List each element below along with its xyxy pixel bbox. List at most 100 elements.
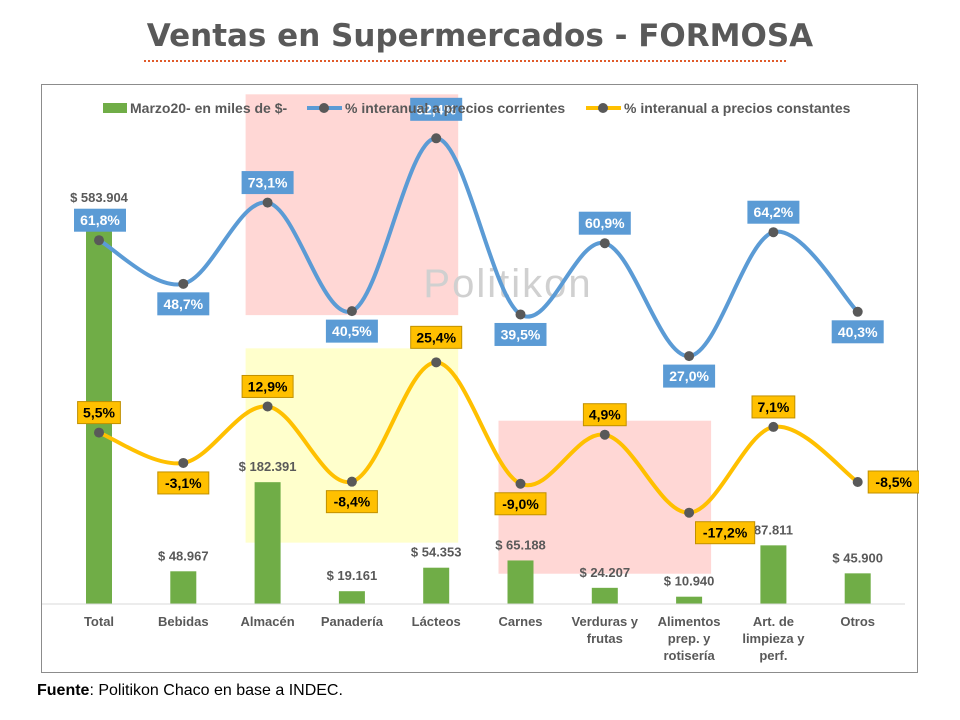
bar-label-art-de-limpieza-y-perf: 87.811	[754, 522, 793, 537]
label-corrientes-carnes: 39,5%	[501, 326, 541, 342]
point-constantes-lacteos	[431, 357, 442, 368]
category-label-carnes: Carnes	[498, 614, 542, 629]
point-corrientes-otros	[852, 306, 863, 317]
label-constantes-verduras-y-frutas-box	[582, 403, 627, 427]
label-corrientes-verduras-y-frutas: 60,9%	[585, 215, 625, 231]
category-label-art-de-limpieza-y-perf-3: perf.	[759, 648, 787, 663]
label-corrientes-otros: 40,3%	[838, 324, 878, 340]
label-corrientes-verduras-y-frutas-box	[578, 211, 631, 235]
label-corrientes-bebidas: 48,7%	[163, 296, 203, 312]
point-corrientes-almacen	[262, 197, 273, 208]
point-corrientes-total	[94, 235, 104, 246]
point-corrientes-lacteos	[431, 133, 442, 144]
label-corrientes-art-de-limpieza-y-perf: 64,2%	[754, 204, 794, 220]
point-constantes-carnes	[515, 478, 526, 489]
category-label-lacteos: Lácteos	[412, 614, 461, 629]
label-constantes-total-box	[77, 401, 121, 425]
label-constantes-bebidas-box	[157, 471, 210, 495]
point-constantes-bebidas	[178, 457, 189, 468]
label-corrientes-art-de-limpieza-y-perf-box	[747, 200, 800, 224]
point-corrientes-carnes	[515, 309, 526, 320]
highlight-box-1	[245, 94, 459, 316]
label-corrientes-almacen: 73,1%	[248, 175, 288, 191]
label-constantes-carnes-box	[494, 492, 547, 516]
label-constantes-alimentos-prep-y-rotiseria: -17,2%	[703, 525, 748, 541]
chart-frame: Politikon $ 583.904 $ 48.967 $ 182.391 $ 19.…	[41, 84, 919, 673]
bar-label-total: $ 583.904	[70, 190, 129, 205]
label-constantes-lacteos-box	[410, 325, 463, 349]
point-corrientes-verduras-y-frutas	[599, 238, 610, 249]
label-constantes-otros-box	[867, 470, 919, 494]
legend-marker-constantes	[598, 103, 608, 113]
category-label-art-de-limpieza-y-perf-1: Art. de	[753, 614, 794, 629]
category-label-verduras-y-frutas-1: Verduras y	[572, 614, 639, 629]
bar-label-verduras-y-frutas: $ 24.207	[579, 565, 630, 580]
legend-marker-corrientes	[319, 103, 329, 113]
legend-label-corrientes: % interanual a precios corrientes	[345, 100, 565, 116]
label-constantes-art-de-limpieza-y-perf: 7,1%	[757, 399, 789, 415]
title-underline	[144, 60, 786, 62]
label-constantes-alimentos-prep-y-rotiseria-box	[695, 521, 756, 545]
bar-otros	[844, 573, 871, 604]
label-corrientes-otros-box	[831, 320, 884, 344]
bar-carnes	[507, 560, 534, 604]
source-label: Fuente	[37, 682, 90, 699]
source-note: Fuente: Politikon Chaco en base a INDEC.	[37, 682, 343, 700]
category-label-total: Total	[84, 614, 114, 629]
point-constantes-otros	[852, 477, 863, 488]
label-corrientes-carnes-box	[494, 322, 547, 346]
bar-label-almacen: $ 182.391	[239, 459, 297, 474]
label-corrientes-panaderia-box	[325, 319, 378, 343]
point-constantes-panaderia	[346, 476, 357, 487]
point-corrientes-art-de-limpieza-y-perf	[768, 227, 779, 238]
label-constantes-carnes: -9,0%	[502, 496, 539, 512]
category-label-alimentos-prep-y-rotiseria-2: prep. y	[668, 631, 711, 646]
bar-art-de-limpieza-y-perf	[760, 545, 787, 604]
bar-label-carnes: $ 65.188	[495, 537, 546, 552]
category-label-verduras-y-frutas-2: frutas	[587, 631, 623, 646]
bar-label-bebidas: $ 48.967	[158, 548, 209, 563]
label-corrientes-lacteos-box	[410, 97, 463, 121]
bar-label-otros: $ 45.900	[832, 550, 883, 565]
line-precios-corrientes	[97, 136, 860, 359]
bar-lacteos	[423, 567, 450, 604]
label-constantes-total: 5,5%	[83, 405, 115, 421]
label-corrientes-bebidas-box	[157, 292, 210, 316]
category-label-art-de-limpieza-y-perf-2: limpieza y	[742, 631, 805, 646]
bar-label-panaderia: $ 19.161	[327, 568, 378, 583]
legend-label-bar: Marzo20- en miles de $-	[130, 100, 288, 116]
label-corrientes-total: 61,8%	[80, 212, 120, 228]
label-constantes-otros: -8,5%	[875, 474, 912, 490]
point-corrientes-alimentos-prep-y-rotiseria	[684, 351, 695, 362]
point-corrientes-panaderia	[346, 306, 357, 317]
label-constantes-bebidas: -3,1%	[165, 475, 202, 491]
label-constantes-almacen: 12,9%	[248, 378, 288, 394]
point-corrientes-bebidas	[178, 278, 189, 289]
category-label-panaderia: Panadería	[321, 614, 384, 629]
point-constantes-alimentos-prep-y-rotiseria	[684, 507, 695, 518]
point-constantes-almacen	[262, 401, 273, 412]
chart: Politikon$ 583.904$ 48.967$ 182.391$ 19.…	[42, 94, 919, 663]
point-constantes-art-de-limpieza-y-perf	[768, 421, 779, 432]
label-constantes-verduras-y-frutas: 4,9%	[589, 407, 621, 423]
bar-alimentos-prep-y-rotiseria	[676, 596, 703, 604]
legend-label-constantes: % interanual a precios constantes	[624, 100, 851, 116]
bar-label-lacteos: $ 54.353	[411, 545, 462, 560]
category-label-almacen: Almacén	[240, 614, 294, 629]
source-text: : Politikon Chaco en base a INDEC.	[89, 682, 343, 699]
label-corrientes-panaderia: 40,5%	[332, 323, 372, 339]
category-label-alimentos-prep-y-rotiseria-1: Alimentos	[658, 614, 721, 629]
legend-swatch-bar	[103, 103, 127, 113]
label-constantes-almacen-box	[241, 374, 294, 398]
point-constantes-verduras-y-frutas	[599, 429, 610, 440]
bar-verduras-y-frutas	[591, 587, 618, 604]
bar-panaderia	[338, 591, 365, 604]
line-precios-constantes	[97, 360, 860, 515]
chart-title: Ventas en Supermercados - FORMOSA	[146, 18, 814, 54]
label-corrientes-alimentos-prep-y-rotiseria: 27,0%	[669, 368, 709, 384]
category-label-alimentos-prep-y-rotiseria-3: rotisería	[663, 648, 715, 663]
bar-almacen	[254, 482, 281, 604]
label-constantes-art-de-limpieza-y-perf-box	[751, 395, 796, 419]
bar-label-alimentos-prep-y-rotiseria: $ 10.940	[664, 574, 715, 589]
label-constantes-lacteos: 25,4%	[416, 329, 456, 345]
